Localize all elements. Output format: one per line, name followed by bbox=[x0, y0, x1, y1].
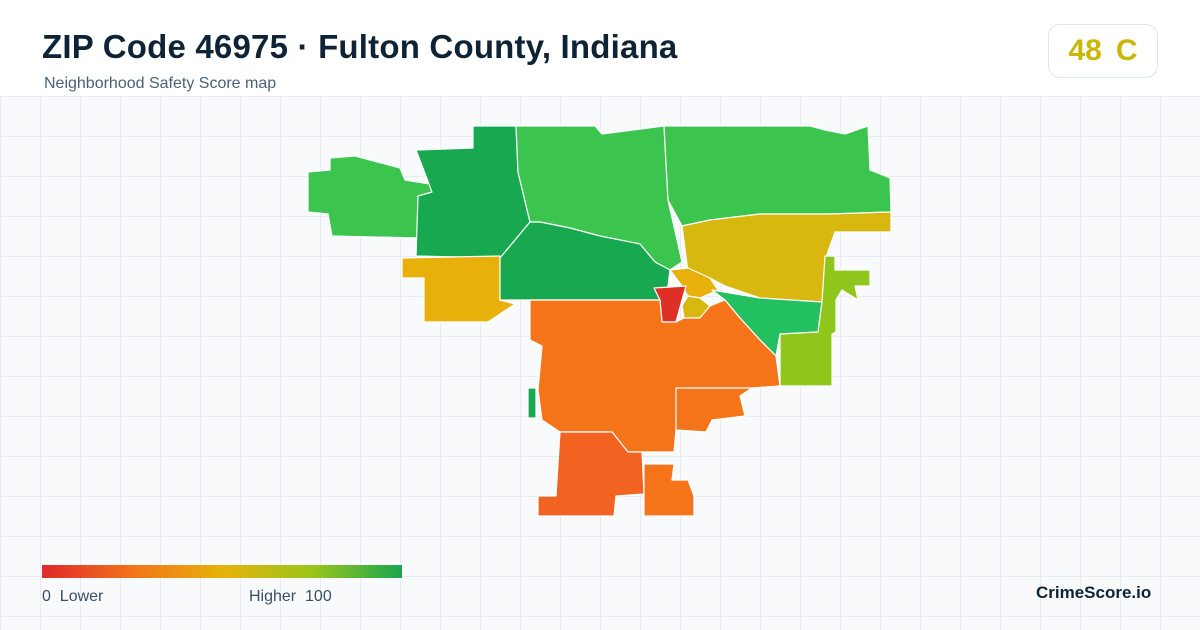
map-region[interactable] bbox=[643, 463, 695, 517]
map-region[interactable] bbox=[537, 431, 645, 517]
map-region[interactable] bbox=[663, 125, 892, 227]
legend-max-label: Higher bbox=[249, 588, 297, 605]
map-region[interactable] bbox=[527, 387, 537, 419]
page-title: ZIP Code 46975 · Fulton County, Indiana bbox=[42, 28, 678, 65]
map-region[interactable] bbox=[779, 255, 871, 387]
score-grade: C bbox=[1115, 34, 1138, 67]
map-region[interactable] bbox=[307, 155, 433, 239]
brand-logo-text[interactable]: CrimeScore.io bbox=[1036, 583, 1152, 602]
map-region[interactable] bbox=[675, 387, 753, 433]
score-badge: 48 C bbox=[1048, 24, 1158, 78]
legend-min-label: Lower bbox=[59, 588, 104, 605]
map-region[interactable] bbox=[529, 299, 781, 453]
legend-max: Higher 100 bbox=[249, 588, 332, 606]
legend-gradient-bar bbox=[42, 565, 402, 578]
page-subtitle: Neighborhood Safety Score map bbox=[44, 75, 277, 92]
map-region[interactable] bbox=[401, 255, 516, 323]
header: ZIP Code 46975 · Fulton County, Indiana … bbox=[0, 0, 1200, 96]
legend-min: 0 Lower bbox=[42, 588, 103, 606]
legend-max-value: 100 bbox=[305, 588, 332, 605]
legend-min-value: 0 bbox=[42, 588, 51, 605]
map-region[interactable] bbox=[681, 211, 892, 303]
score-value: 48 bbox=[1068, 34, 1102, 67]
map-region[interactable] bbox=[415, 125, 531, 259]
